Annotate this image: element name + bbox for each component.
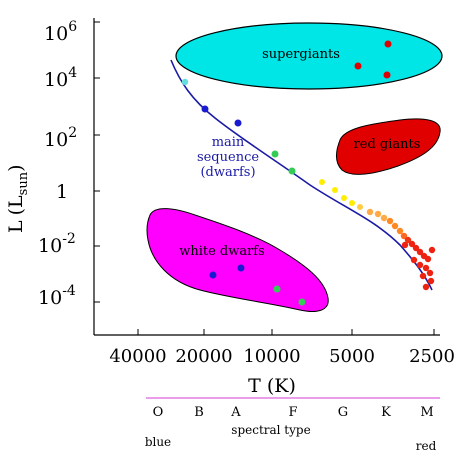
star-point [354,62,362,70]
spectral-type-title: spectral type [231,423,310,437]
x-tick-label: 40000 [109,346,166,367]
y-tick-label: 102 [44,125,77,151]
star-point [298,298,306,306]
y-tick-labels: 106 104 102 1 10-2 10-4 [38,19,77,309]
y-axis-label: L(Lsun) [5,165,31,234]
spectral-type-label: F [288,405,297,420]
svg-text:L(Lsun): L(Lsun) [5,165,31,234]
supergiants-region [175,22,443,90]
x-axis-label: T (K) [248,375,296,397]
spectral-type-label: M [420,405,433,420]
white-dwarfs-region [146,208,329,312]
spectral-type-label: B [194,405,204,420]
main-sequence-label-line2: sequence [197,150,259,165]
x-tick-label: 10000 [243,346,300,367]
x-ticks [137,329,435,335]
red-giants-label: red giants [354,137,421,152]
y-tick-label: 106 [44,19,77,45]
x-tick-label: 2500 [409,346,455,367]
main-sequence-label-line3: (dwarfs) [200,165,255,180]
star-point [383,71,391,79]
y-ticks [94,21,100,303]
x-tick-label: 5000 [329,346,375,367]
x-tick-labels: 40000 20000 10000 5000 2500 [109,346,455,367]
y-tick-label: 1 [56,181,68,203]
star-point [273,285,281,293]
star-point [209,271,217,279]
white-dwarfs-label: white dwarfs [179,244,265,259]
red-end-label: red [416,439,437,453]
spectral-type-label: O [153,405,164,420]
main-sequence-stars [181,78,436,291]
main-sequence-label-line1: main [212,135,245,150]
y-tick-label: 104 [44,65,77,91]
blue-end-label: blue [145,435,171,449]
spectral-type-label: A [230,405,241,420]
star-point [384,40,392,48]
spectral-type-label: K [381,405,391,420]
supergiants-label: supergiants [262,47,340,62]
star-point [237,264,245,272]
red-giants-region [336,118,441,175]
y-tick-label: 10-4 [38,283,76,309]
main-sequence-line [170,59,433,291]
spectral-types: O B A F G K M [153,405,434,420]
y-tick-label: 10-2 [38,231,76,257]
x-tick-label: 20000 [175,346,232,367]
spectral-type-label: G [338,405,348,420]
